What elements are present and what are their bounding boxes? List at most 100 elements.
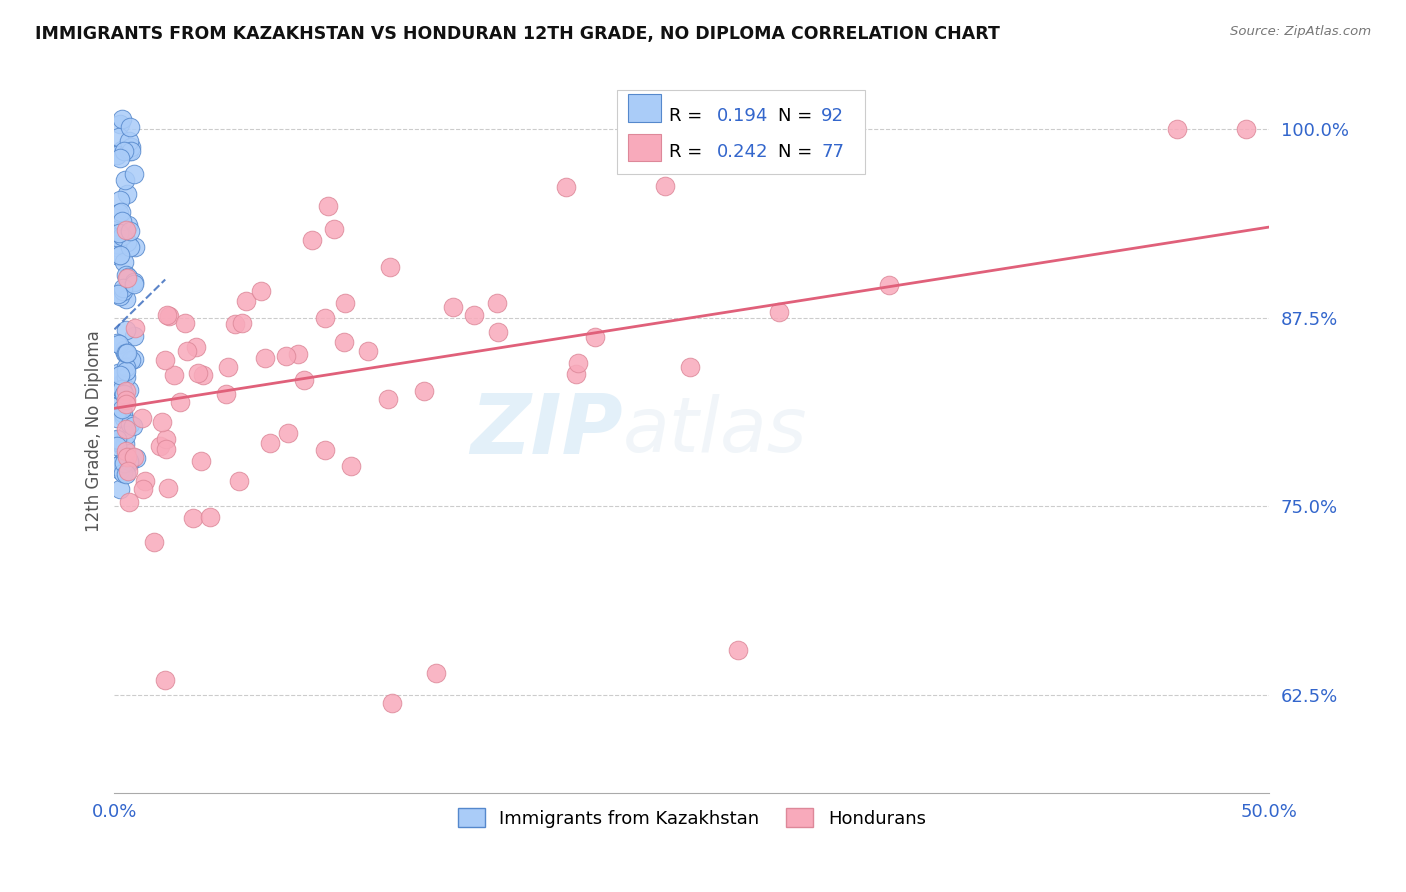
Point	[107, 206, 129, 220]
Point	[105, 382, 128, 396]
Point	[115, 268, 138, 282]
Point	[105, 458, 128, 473]
Point	[1166, 122, 1188, 136]
Point	[117, 219, 139, 233]
Point	[425, 665, 447, 680]
Point	[413, 384, 436, 399]
Point	[112, 387, 135, 401]
Point	[125, 451, 148, 466]
Point	[120, 224, 142, 238]
Point	[486, 325, 509, 339]
Point	[115, 384, 138, 399]
FancyBboxPatch shape	[617, 90, 865, 174]
Point	[149, 439, 172, 453]
Point	[318, 199, 340, 213]
Point	[124, 321, 146, 335]
Point	[122, 352, 145, 367]
Point	[156, 308, 179, 322]
Point	[190, 454, 212, 468]
Point	[583, 330, 606, 344]
Point	[105, 410, 128, 425]
Point	[1234, 122, 1257, 136]
Point	[115, 450, 138, 465]
Point	[115, 393, 138, 408]
Text: 0.242: 0.242	[717, 144, 769, 161]
Point	[110, 214, 132, 228]
Point	[124, 167, 146, 181]
Point	[105, 219, 128, 233]
Point	[115, 397, 138, 411]
Point	[187, 366, 209, 380]
Point	[105, 433, 128, 447]
Point	[463, 309, 485, 323]
Point	[115, 223, 138, 237]
Point	[112, 457, 135, 471]
Point	[110, 396, 132, 410]
Point	[191, 368, 214, 383]
Point	[105, 230, 128, 244]
Point	[105, 433, 128, 447]
Point	[115, 345, 138, 359]
Point	[120, 240, 142, 254]
Text: R =: R =	[669, 144, 707, 161]
Text: R =: R =	[669, 107, 707, 125]
Point	[111, 383, 134, 397]
Point	[110, 228, 132, 243]
Point	[157, 481, 180, 495]
Point	[110, 193, 132, 207]
Point	[105, 439, 128, 453]
Point	[377, 392, 399, 406]
Point	[108, 337, 131, 351]
Point	[107, 287, 129, 301]
Point	[118, 456, 141, 470]
Point	[112, 281, 135, 295]
Point	[105, 236, 128, 251]
Point	[157, 309, 180, 323]
Point	[112, 255, 135, 269]
Point	[118, 495, 141, 509]
Point	[340, 458, 363, 473]
Point	[153, 673, 176, 687]
Point	[110, 112, 132, 126]
Point	[153, 352, 176, 367]
Point	[274, 349, 297, 363]
Point	[333, 335, 356, 350]
Point	[114, 173, 136, 187]
Point	[114, 323, 136, 337]
Point	[380, 260, 402, 274]
Text: IMMIGRANTS FROM KAZAKHSTAN VS HONDURAN 12TH GRADE, NO DIPLOMA CORRELATION CHART: IMMIGRANTS FROM KAZAKHSTAN VS HONDURAN 1…	[35, 25, 1000, 43]
Text: N =: N =	[779, 144, 818, 161]
Point	[174, 316, 197, 330]
Point	[301, 233, 323, 247]
Point	[124, 275, 146, 289]
Point	[110, 483, 132, 497]
Point	[108, 129, 131, 144]
Point	[117, 270, 139, 285]
Point	[287, 347, 309, 361]
Point	[108, 226, 131, 240]
Point	[115, 186, 138, 201]
Point	[235, 293, 257, 308]
Point	[565, 367, 588, 381]
Point	[118, 120, 141, 135]
Point	[115, 292, 138, 306]
Point	[122, 419, 145, 434]
Point	[200, 509, 222, 524]
Point	[186, 340, 208, 354]
Point	[323, 222, 346, 236]
Point	[120, 417, 142, 431]
Point	[132, 483, 155, 497]
Point	[111, 143, 134, 157]
Point	[118, 383, 141, 397]
Point	[115, 422, 138, 436]
Point	[441, 300, 464, 314]
Point	[107, 435, 129, 450]
Point	[163, 368, 186, 382]
Point	[114, 346, 136, 360]
Point	[228, 474, 250, 488]
Point	[105, 381, 128, 395]
Point	[115, 428, 138, 442]
Point	[105, 147, 128, 161]
Point	[155, 432, 177, 446]
Point	[115, 364, 138, 378]
